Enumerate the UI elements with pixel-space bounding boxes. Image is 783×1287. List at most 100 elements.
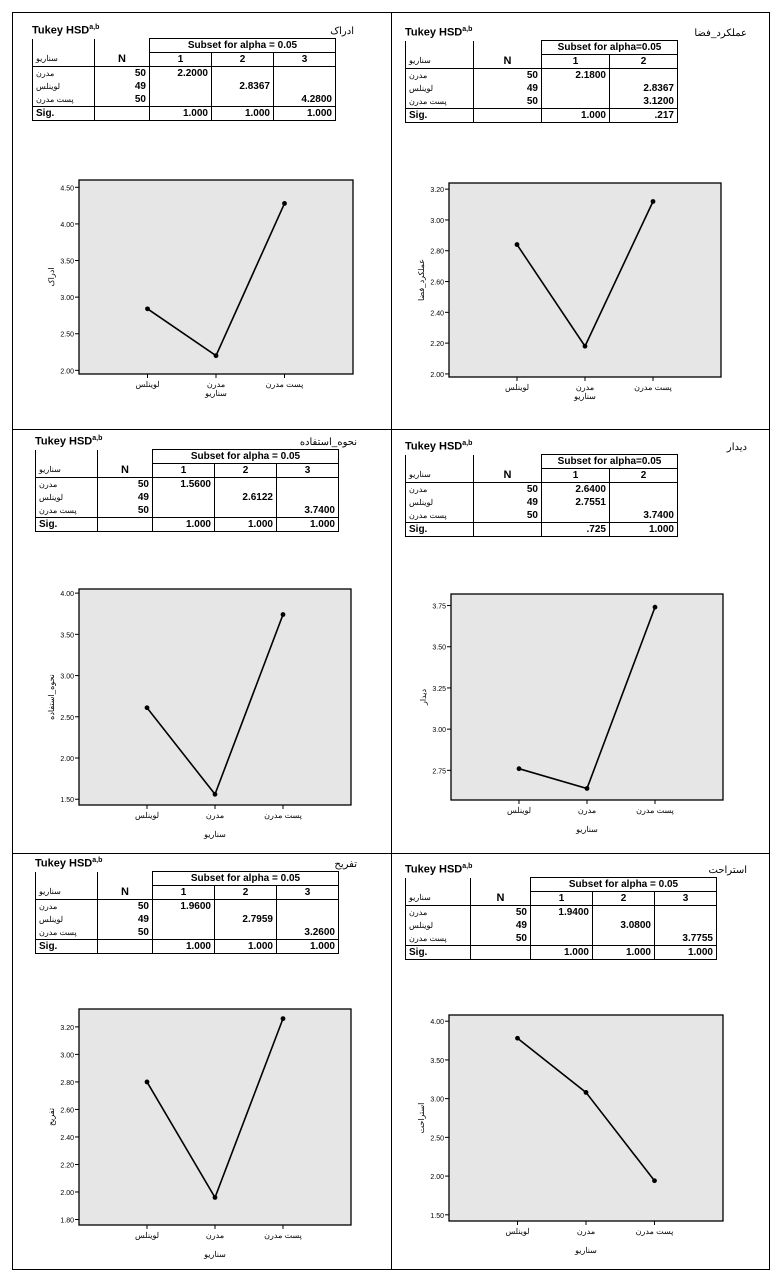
y-tick-label: 3.00 — [430, 218, 444, 225]
row-n: 50 — [97, 504, 153, 518]
column-header-subset: 2 — [609, 468, 678, 483]
row-n: 49 — [473, 496, 542, 509]
table-row: لوینلس 49 2.7551 — [405, 496, 678, 509]
table-cell: 1.000 — [654, 945, 717, 960]
row-n: 49 — [97, 491, 153, 504]
table-header-row: سناریو N 1 2 — [405, 468, 678, 483]
x-tick-label: مدرن — [206, 811, 224, 820]
table-row: لوینلس 49 2.7959 — [35, 913, 339, 926]
tukey-title: Tukey HSDa,b — [32, 24, 99, 37]
data-point — [144, 705, 150, 711]
row-n: 50 — [97, 477, 153, 491]
data-point — [582, 343, 588, 349]
table-cell: 2.6400 — [541, 482, 610, 496]
y-tick-label: 3.00 — [60, 674, 74, 681]
table-row: پست مدرن 50 3.2600 — [35, 926, 339, 940]
y-tick-label: 3.25 — [432, 686, 446, 693]
table-row: لوینلس 49 3.0800 — [405, 919, 717, 932]
panel-recreation: Tukey HSDa,b تفریح Subset for alpha = 0.05… — [35, 857, 375, 1277]
table-header-row: سناریو N 1 2 3 — [35, 463, 339, 478]
panel-space-performance: Tukey HSDa,b عملکرد_فضا Subset for alpha=0… — [405, 26, 765, 426]
y-tick-label: 2.00 — [60, 1190, 74, 1197]
table-cell: 3.1200 — [609, 95, 678, 109]
table-row: Sig. .725 1.000 — [405, 522, 678, 537]
table-row: Sig. 1.000 1.000 1.000 — [35, 517, 339, 532]
table-row: مدرن 50 1.9600 — [35, 899, 339, 913]
data-point — [280, 1016, 286, 1022]
row-label: مدرن — [405, 482, 474, 496]
row-n: 49 — [94, 80, 150, 93]
variable-name: نحوه_استفاده — [299, 437, 357, 448]
column-header-scenario: سناریو — [35, 463, 98, 478]
table-cell: 1.000 — [149, 106, 212, 121]
tukey-table: Subset for alpha = 0.05 سناریو N 1 2 3 مدرن 50 1… — [35, 449, 339, 532]
table-cell — [654, 905, 717, 919]
table-header-row: سناریو N 1 2 — [405, 54, 678, 69]
table-cell: 1.000 — [592, 945, 655, 960]
y-tick-label: 2.20 — [430, 341, 444, 348]
data-point — [212, 791, 218, 797]
column-header-n: N — [94, 52, 150, 67]
row-label: پست مدرن — [405, 509, 474, 523]
column-header-scenario: سناریو — [405, 891, 471, 906]
data-point — [213, 353, 219, 359]
table-cell — [609, 482, 678, 496]
row-label: پست مدرن — [35, 926, 98, 940]
row-n: 49 — [97, 913, 153, 926]
x-tick-label: پست مدرن — [266, 380, 304, 389]
subset-header: Subset for alpha = 0.05 — [149, 38, 336, 53]
column-header-subset: 2 — [211, 52, 274, 67]
row-n: 50 — [473, 68, 542, 82]
panel-rest: Tukey HSDa,b استراحت Subset for alpha = 0.… — [405, 863, 765, 1278]
column-header-subset: 1 — [149, 52, 212, 67]
row-n: 50 — [94, 93, 150, 107]
row-label: مدرن — [405, 68, 474, 82]
table-header-row: سناریو N 1 2 3 — [35, 885, 339, 900]
table-cell: 1.9400 — [530, 905, 593, 919]
table-row: مدرن 50 2.1800 — [405, 68, 678, 82]
x-axis-label: سناریو — [574, 1246, 597, 1255]
y-tick-label: 3.50 — [430, 1058, 444, 1065]
x-tick-label: لوینلس — [135, 811, 159, 820]
data-point — [145, 306, 150, 312]
table-corner-cell — [405, 877, 471, 892]
y-tick-label: 2.40 — [430, 310, 444, 317]
table-corner-cell — [35, 449, 98, 464]
table-cell: 1.9600 — [152, 899, 215, 913]
table-cell — [211, 93, 274, 107]
subset-header: Subset for alpha = 0.05 — [152, 449, 339, 464]
row-divider — [13, 853, 769, 854]
x-tick-label: لوینلس — [505, 383, 529, 392]
table-row: پست مدرن 50 3.7400 — [405, 509, 678, 523]
table-cell — [592, 905, 655, 919]
x-tick-label: پست مدرن — [636, 806, 674, 815]
subset-header: Subset for alpha = 0.05 — [152, 871, 339, 886]
row-n — [94, 106, 150, 121]
line-chart: 1.80 2.00 2.20 2.40 2.60 2.80 3.00 3.20 لوینلس مد… — [47, 1008, 352, 1259]
table-corner-cell — [35, 871, 98, 886]
data-point — [650, 199, 656, 204]
data-point — [652, 604, 658, 610]
column-header-n: N — [470, 891, 531, 906]
row-label: پست مدرن — [405, 95, 474, 109]
variable-name: دیدار — [726, 442, 747, 453]
table-cell: 2.7551 — [541, 496, 610, 509]
table-cell: 4.2800 — [273, 93, 336, 107]
table-row: Sig. 1.000 1.000 1.000 — [405, 945, 717, 960]
y-tick-label: 2.00 — [60, 368, 74, 375]
x-tick-label: مدرن — [578, 806, 596, 815]
panel-usage: Tukey HSDa,b نحوه_استفاده Subset for alpha… — [35, 435, 375, 855]
table-cell — [541, 95, 610, 109]
table-cell — [211, 66, 274, 80]
y-tick-label: 2.80 — [60, 1080, 74, 1087]
table-cell: .217 — [609, 108, 678, 123]
y-tick-label: 2.60 — [430, 280, 444, 287]
row-n: 49 — [470, 919, 531, 932]
y-tick-label: 4.50 — [60, 185, 74, 192]
tukey-title: Tukey HSDa,b — [405, 440, 472, 453]
y-tick-label: 3.00 — [432, 727, 446, 734]
row-label: مدرن — [405, 905, 471, 919]
row-label: مدرن — [32, 66, 95, 80]
line-chart: 2.75 3.00 3.25 3.50 3.75 لوینلس مدرن پست مدرن سن… — [419, 593, 724, 834]
line-chart: 1.50 2.00 2.50 3.00 3.50 4.00 لوینلس مدرن پست مد… — [417, 1014, 724, 1255]
